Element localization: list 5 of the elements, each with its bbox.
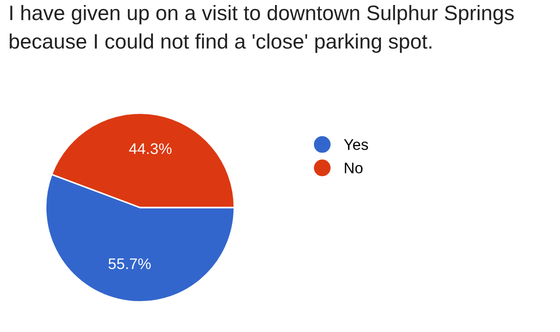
data-label: 55.7% [108, 258, 151, 270]
legend-label: No [344, 162, 363, 174]
chart-title: I have given up on a visit to downtown Sulphur Springs because I could not find a 'close' parking spot. [10, 4, 514, 53]
data-label: 44.3% [129, 143, 172, 154]
legend-label: Yes [344, 139, 368, 150]
